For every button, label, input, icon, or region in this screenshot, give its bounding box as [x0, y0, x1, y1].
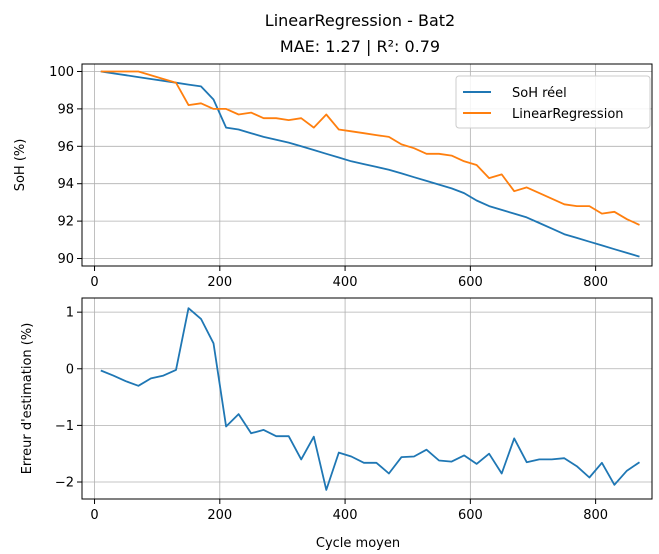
soh-lines — [100, 70, 640, 258]
error-xlabel: Cycle moyen — [316, 536, 400, 551]
soh-axes-frame — [81, 63, 653, 267]
soh-ticks: 0 200 400 600 800 90 92 94 96 98 100 — [49, 65, 608, 290]
soh-real-line — [100, 70, 640, 258]
soh-plot: 0 200 400 600 800 90 92 94 96 98 100 SoH (%) SoH r… — [13, 63, 653, 290]
error-grid — [82, 298, 652, 499]
y-tick-label: −2 — [55, 476, 74, 491]
chart-subtitle: MAE: 1.27 | R²: 0.79 — [280, 37, 440, 56]
y-tick-label: 96 — [57, 140, 74, 155]
error-axes-frame — [81, 297, 653, 500]
legend: SoH réel LinearRegression — [455, 75, 651, 129]
linear-regression-line — [100, 70, 640, 226]
error-plot: 0 200 400 600 800 −2 −1 0 1 Erreur d'estimation … — [20, 297, 653, 551]
x-tick-label: 400 — [333, 508, 358, 523]
x-tick-label: 800 — [583, 275, 608, 290]
y-tick-label: −1 — [55, 419, 74, 434]
x-tick-label: 0 — [90, 508, 98, 523]
x-tick-label: 0 — [90, 275, 98, 290]
error-ylabel: Erreur d'estimation (%) — [20, 323, 35, 475]
error-ticks: 0 200 400 600 800 −2 −1 0 1 — [55, 306, 608, 523]
x-tick-label: 800 — [583, 508, 608, 523]
y-tick-label: 100 — [49, 65, 74, 80]
legend-box — [455, 75, 651, 129]
x-tick-label: 200 — [207, 508, 232, 523]
legend-label-pred: LinearRegression — [512, 107, 624, 122]
x-tick-label: 600 — [458, 508, 483, 523]
y-tick-label: 98 — [57, 102, 74, 117]
x-tick-label: 200 — [207, 275, 232, 290]
estimation-error-line — [100, 307, 641, 491]
y-tick-label: 1 — [66, 306, 74, 321]
y-tick-label: 90 — [57, 252, 74, 267]
y-tick-label: 0 — [66, 362, 74, 377]
y-tick-label: 94 — [57, 177, 74, 192]
chart-title: LinearRegression - Bat2 — [265, 11, 455, 30]
x-tick-label: 600 — [458, 275, 483, 290]
soh-ylabel: SoH (%) — [13, 139, 28, 192]
error-lines — [100, 307, 641, 491]
legend-label-real: SoH réel — [512, 86, 567, 101]
x-tick-label: 400 — [333, 275, 358, 290]
y-tick-label: 92 — [57, 215, 74, 230]
